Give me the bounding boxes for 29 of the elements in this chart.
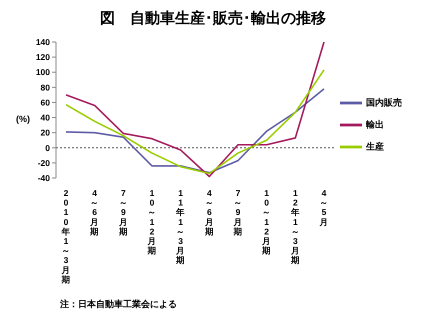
line-series (65, 88, 325, 174)
x-tick-label: 4～6月期 (204, 188, 214, 236)
y-tick-label: -40 (38, 173, 50, 184)
chart-title: 図 自動車生産･販売･輸出の推移 (99, 9, 327, 29)
x-tick-label: 4～6月期 (89, 188, 100, 236)
y-tick-label: 20 (40, 128, 50, 138)
text: 注：日本自動車工業会による (60, 298, 177, 311)
y-axis-title: (%) (16, 114, 30, 124)
y-tick-label: 120 (36, 52, 50, 62)
line-series (65, 42, 325, 178)
y-tick-label: 40 (40, 112, 50, 123)
y-tick-label: -20 (38, 158, 50, 168)
x-tick-label: 7～9月期 (118, 188, 128, 236)
y-tick-label: 140 (36, 37, 50, 48)
y-tick-label: 60 (40, 97, 50, 108)
y-tick-label: 80 (40, 82, 50, 92)
x-tick-label: 10～12月期 (146, 188, 156, 256)
category-label: 2010年1～3月期 (62, 188, 70, 284)
x-tick-label: 4～5月 (318, 188, 328, 227)
x-tick-label: 7～9月期 (232, 188, 242, 236)
y-tick-label: 0 (45, 142, 50, 153)
x-tick-label: 10～12月期 (261, 188, 272, 256)
x-tick-label: 12年1～3月期 (290, 188, 300, 266)
y-tick-label: 100 (36, 67, 50, 78)
legend-label: 生産 (366, 141, 384, 152)
x-tick-label: 11年1～3月期 (175, 188, 186, 266)
line-series (65, 69, 325, 174)
legend-label: 国内販売 (366, 97, 402, 108)
legend-label: 輸出 (366, 119, 384, 130)
